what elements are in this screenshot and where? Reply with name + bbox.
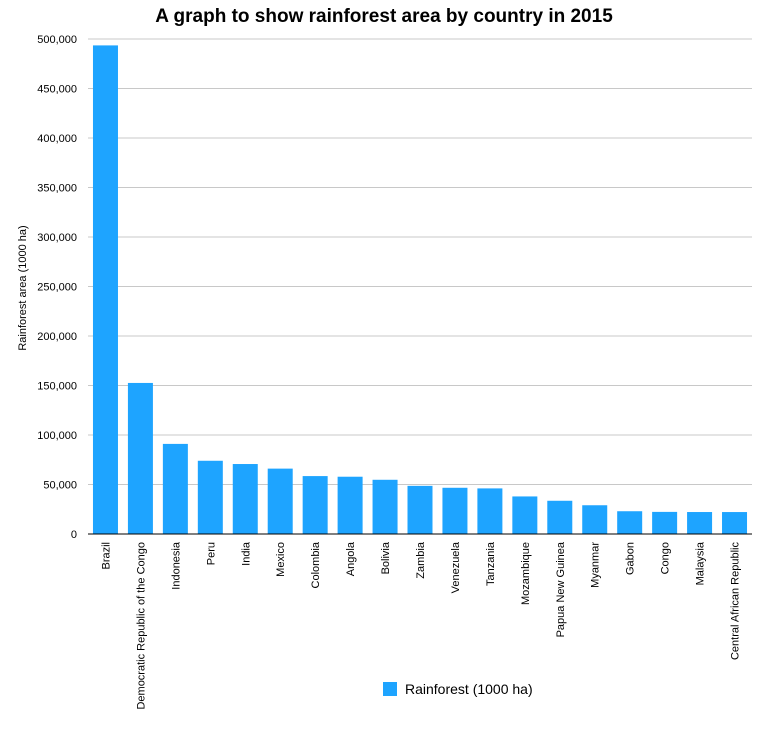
bar-peru xyxy=(197,460,223,534)
bar-mozambique xyxy=(512,496,538,534)
x-tick-label: Mexico xyxy=(275,542,287,577)
x-tick-label: Angola xyxy=(345,541,357,576)
x-tick-label: Congo xyxy=(660,542,672,574)
bar-brazil xyxy=(92,45,118,535)
legend: Rainforest (1000 ha) xyxy=(383,681,533,697)
x-tick-label: Myanmar xyxy=(590,542,602,588)
y-axis-ticks: 0 50,000 100,000 150,000 200,000 250,000 300,0… xyxy=(37,34,77,541)
x-tick-label: Central African Republic xyxy=(730,542,742,661)
bar-tanzania xyxy=(477,488,503,534)
legend-swatch xyxy=(383,682,397,696)
bar-papua-new-guinea xyxy=(547,500,573,534)
y-tick-label: 200,000 xyxy=(37,331,77,343)
x-tick-label: Tanzania xyxy=(485,541,497,586)
x-tick-label: India xyxy=(240,541,252,566)
x-tick-label: Venezuela xyxy=(450,541,462,593)
x-tick-label: Bolivia xyxy=(380,541,392,574)
x-tick-label: Brazil xyxy=(100,542,112,570)
bar-indonesia xyxy=(162,443,188,534)
x-tick-label: Indonesia xyxy=(170,541,182,590)
y-tick-label: 350,000 xyxy=(37,183,77,195)
bar-india xyxy=(232,464,258,534)
bar-malaysia xyxy=(687,512,713,534)
x-tick-label: Mozambique xyxy=(520,542,532,605)
bar-myanmar xyxy=(582,505,608,534)
x-tick-label: Zambia xyxy=(415,541,427,579)
bars xyxy=(92,45,748,535)
bar-venezuela xyxy=(442,487,468,534)
x-tick-label: Peru xyxy=(205,542,217,565)
x-axis-ticks: Brazil Democratic Republic of the Congo In… xyxy=(100,541,741,709)
bar-mexico xyxy=(267,468,293,534)
x-tick-label: Colombia xyxy=(310,541,322,588)
bar-democratic-republic-of-the-congo xyxy=(127,382,153,534)
chart-title: A graph to show rainforest area by count… xyxy=(155,6,613,27)
y-tick-label: 250,000 xyxy=(37,282,77,294)
bar-central-african-republic xyxy=(722,512,748,534)
y-tick-label: 500,000 xyxy=(37,34,77,46)
y-tick-label: 450,000 xyxy=(37,84,77,96)
x-tick-label: Democratic Republic of the Congo xyxy=(135,542,147,710)
legend-label: Rainforest (1000 ha) xyxy=(405,681,533,697)
y-axis-label: Rainforest area (1000 ha) xyxy=(17,225,29,350)
y-tick-label: 400,000 xyxy=(37,133,77,145)
x-tick-label: Gabon xyxy=(625,542,637,575)
y-tick-label: 300,000 xyxy=(37,232,77,244)
bar-colombia xyxy=(302,476,328,534)
bar-zambia xyxy=(407,485,433,534)
y-tick-label: 150,000 xyxy=(37,381,77,393)
bar-congo xyxy=(652,511,678,534)
bar-bolivia xyxy=(372,479,398,534)
y-tick-label: 0 xyxy=(71,529,77,541)
bar-gabon xyxy=(617,511,643,534)
x-tick-label: Malaysia xyxy=(695,541,707,585)
gridlines xyxy=(88,38,752,485)
x-tick-label: Papua New Guinea xyxy=(555,541,567,637)
y-tick-label: 100,000 xyxy=(37,430,77,442)
bar-angola xyxy=(337,476,363,534)
y-tick-label: 50,000 xyxy=(43,480,77,492)
